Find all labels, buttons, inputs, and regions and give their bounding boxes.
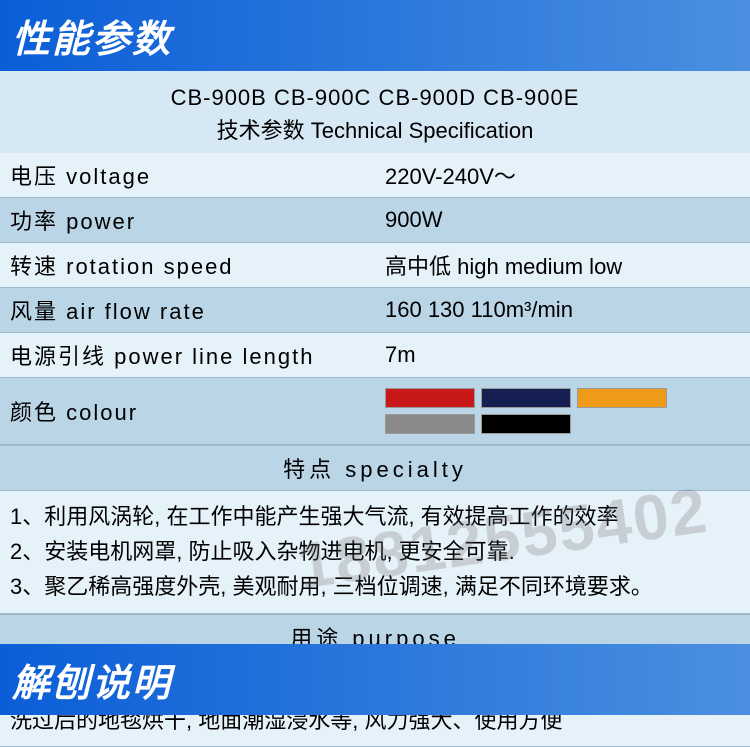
table-row: 电源引线 power line length7m: [0, 333, 750, 378]
footer-bar: 解刨说明: [0, 644, 750, 715]
colour-swatch: [385, 414, 475, 434]
spec-table: 电压 voltage220V-240V～功率 power900W转速 rotat…: [0, 153, 750, 445]
spec-label: 功率 power: [0, 198, 375, 243]
table-row: 功率 power900W: [0, 198, 750, 243]
colour-swatch: [481, 388, 571, 408]
colour-swatch: [577, 388, 667, 408]
table-row: 电压 voltage220V-240V～: [0, 153, 750, 198]
spec-value: 高中低 high medium low: [375, 243, 750, 288]
colour-swatch: [481, 414, 571, 434]
colour-swatch: [385, 388, 475, 408]
table-row: 转速 rotation speed高中低 high medium low: [0, 243, 750, 288]
model-list: CB-900B CB-900C CB-900D CB-900E: [0, 81, 750, 114]
table-row: 风量 air flow rate160 130 110m³/min: [0, 288, 750, 333]
header-bar: 性能参数: [0, 0, 750, 71]
specialty-item: 1、利用风涡轮, 在工作中能产生强大气流, 有效提高工作的效率: [10, 499, 740, 534]
specialty-heading: 特点 specialty: [0, 445, 750, 491]
spec-value: 900W: [375, 198, 750, 243]
spec-label: 电压 voltage: [0, 153, 375, 198]
specialty-item: 2、安装电机网罩, 防止吸入杂物进电机, 更安全可靠.: [10, 534, 740, 569]
spec-value: 220V-240V～: [375, 153, 750, 198]
colour-swatches: [385, 388, 740, 434]
colour-label: 颜色 colour: [0, 378, 375, 445]
specialty-body: 1、利用风涡轮, 在工作中能产生强大气流, 有效提高工作的效率2、安装电机网罩,…: [0, 491, 750, 614]
spec-subtitle: 技术参数 Technical Specification: [0, 114, 750, 147]
spec-label: 转速 rotation speed: [0, 243, 375, 288]
specialty-item: 3、聚乙稀高强度外壳, 美观耐用, 三档位调速, 满足不同环境要求。: [10, 569, 740, 604]
spec-value: 7m: [375, 333, 750, 378]
colour-row: 颜色 colour: [0, 378, 750, 445]
spec-value: 160 130 110m³/min: [375, 288, 750, 333]
spec-title-row: CB-900B CB-900C CB-900D CB-900E 技术参数 Tec…: [0, 71, 750, 153]
spec-label: 电源引线 power line length: [0, 333, 375, 378]
spec-label: 风量 air flow rate: [0, 288, 375, 333]
footer-title: 解刨说明: [12, 652, 738, 707]
header-title: 性能参数: [12, 8, 738, 63]
